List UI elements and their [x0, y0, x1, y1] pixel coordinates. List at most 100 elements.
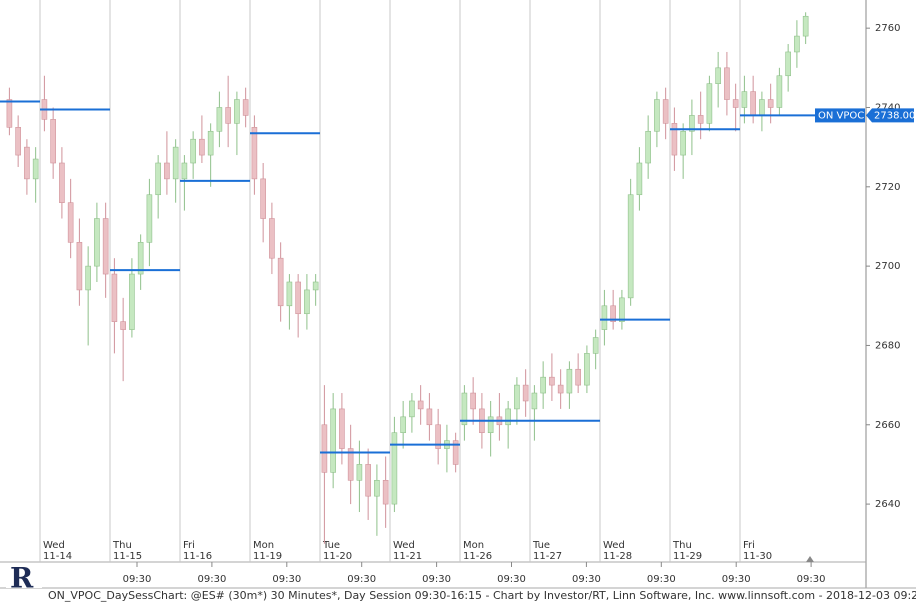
candle-body — [146, 194, 153, 243]
day-weekday: Wed — [603, 540, 625, 551]
candle-body — [111, 273, 118, 322]
day-weekday: Tue — [322, 540, 340, 551]
day-date: 11-27 — [533, 551, 562, 562]
candle-body — [164, 162, 170, 180]
candle-body — [50, 119, 56, 164]
candle-body — [85, 265, 91, 291]
candle-body — [382, 479, 389, 505]
day-date: 11-19 — [253, 551, 282, 562]
candle-body — [6, 99, 13, 128]
candle-body — [592, 337, 599, 354]
candle-body — [785, 51, 791, 77]
candle-body — [155, 162, 161, 196]
day-date: 11-26 — [463, 551, 492, 562]
day-date: 11-16 — [183, 551, 212, 562]
time-label: 09:30 — [272, 574, 301, 585]
logo-text: R — [10, 562, 34, 595]
vpoc-value-label: 2738.00 — [874, 110, 915, 121]
candle-body — [549, 376, 555, 386]
time-label: 09:30 — [123, 574, 152, 585]
candle-body — [339, 408, 345, 449]
y-tick-label: 2640 — [875, 499, 900, 510]
day-weekday: Fri — [743, 540, 755, 551]
candle-body — [356, 464, 363, 481]
candle-body — [24, 146, 30, 180]
day-weekday: Tue — [532, 540, 550, 551]
y-tick-label: 2760 — [875, 23, 900, 34]
day-weekday: Thu — [672, 540, 692, 551]
footer: ON_VPOC_DaySessChart: @ES# (30m*) 30 Min… — [48, 589, 916, 602]
day-weekday: Mon — [253, 540, 274, 551]
candle-body — [199, 138, 205, 156]
candle-body — [59, 162, 65, 203]
day-date: 11-28 — [603, 551, 632, 562]
time-label: 09:30 — [572, 574, 601, 585]
candle-body — [619, 297, 625, 322]
candle-body — [645, 130, 651, 164]
candle-body — [277, 257, 284, 307]
logo: R — [6, 562, 42, 595]
candle-body — [697, 115, 704, 124]
y-tick-label: 2720 — [875, 182, 900, 193]
candle-body — [330, 408, 336, 473]
candle-body — [216, 107, 223, 132]
candle-body — [181, 162, 188, 180]
candle-body — [269, 218, 275, 259]
candle-body — [321, 424, 328, 473]
day-date: 11-29 — [673, 551, 702, 562]
candle-body — [295, 281, 301, 315]
candle-body — [794, 35, 800, 53]
candle-body — [514, 384, 520, 410]
candle-body — [207, 130, 214, 156]
candle-body — [417, 400, 424, 410]
time-label: 09:30 — [797, 574, 826, 585]
marker — [806, 556, 814, 562]
candle-body — [627, 194, 634, 299]
candle-body — [750, 91, 756, 116]
candle-body — [426, 408, 433, 426]
candle-body — [15, 127, 21, 156]
vpoc-value-bg — [866, 108, 914, 123]
y-tick-label: 2660 — [875, 420, 900, 431]
day-date: 11-20 — [323, 551, 352, 562]
candle-body — [435, 424, 441, 449]
candle-body — [400, 416, 406, 434]
day-weekday: Wed — [43, 540, 65, 551]
candle-body — [540, 376, 546, 394]
candle-body — [190, 138, 196, 164]
candle-body — [732, 99, 739, 108]
candle-body — [304, 289, 310, 315]
candle-body — [286, 281, 293, 307]
day-weekday: Thu — [112, 540, 132, 551]
candle-body — [374, 479, 380, 497]
time-label: 09:30 — [347, 574, 376, 585]
day-weekday: Mon — [463, 540, 484, 551]
time-label: 09:30 — [722, 574, 751, 585]
candle-body — [584, 353, 590, 386]
candle-body — [636, 162, 643, 196]
y-tick-label: 2680 — [875, 340, 900, 351]
y-tick-label: 2740 — [875, 102, 900, 113]
candle-body — [662, 99, 669, 124]
candle-body — [654, 99, 660, 132]
candle-body — [557, 384, 564, 394]
candle-body — [531, 392, 538, 410]
candle-body — [452, 440, 459, 465]
day-date: 11-14 — [43, 551, 72, 562]
vpoc-label: ON VPOC — [818, 110, 864, 121]
candle-body — [94, 218, 100, 267]
day-date: 11-15 — [113, 551, 142, 562]
candle-body — [776, 75, 783, 108]
candle-body — [689, 115, 695, 132]
day-date: 11-30 — [743, 551, 772, 562]
candle-body — [715, 67, 721, 84]
candle-body — [260, 178, 266, 219]
candle-body — [102, 218, 109, 275]
candle-body — [680, 130, 686, 156]
candle-body — [522, 384, 529, 402]
candle-body — [470, 392, 476, 410]
candle-body — [120, 321, 126, 330]
logo-bg — [6, 566, 42, 588]
vpoc-label-bg — [815, 108, 865, 123]
